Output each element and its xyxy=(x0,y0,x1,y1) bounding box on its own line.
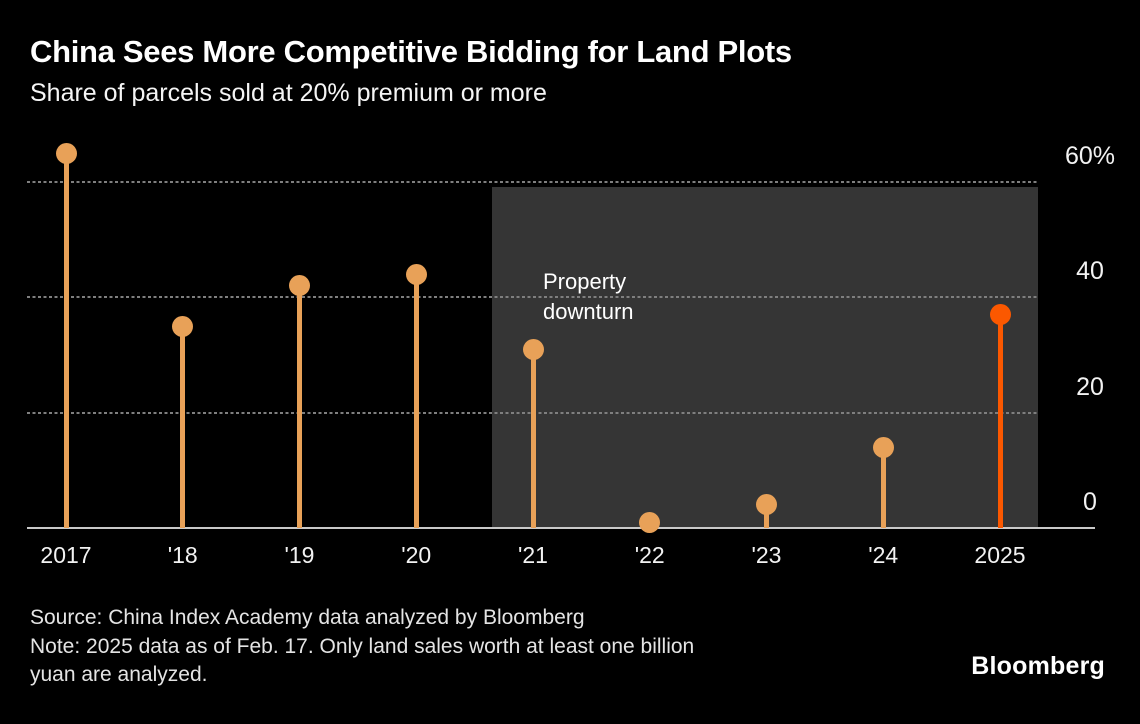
annotation-line-1: Property xyxy=(543,269,627,294)
x-axis-label-20: '20 xyxy=(401,542,432,568)
property-downturn-region xyxy=(492,187,1038,528)
lollipop-dot-2025 xyxy=(989,304,1011,326)
x-axis-label-24: '24 xyxy=(868,542,899,568)
lollipop-dot-18 xyxy=(172,315,194,337)
chart-title: China Sees More Competitive Bidding for … xyxy=(30,34,792,69)
y-axis-label-20: 20 xyxy=(1076,372,1104,401)
lollipop-dot-21 xyxy=(522,338,544,360)
annotation-line-2: downturn xyxy=(543,299,634,324)
gridline-60 xyxy=(27,181,1038,184)
footnotes: Source: China Index Academy data analyze… xyxy=(30,604,694,690)
x-axis-label-21: '21 xyxy=(518,542,548,568)
lollipop-dot-22 xyxy=(639,511,661,533)
lollipop-stem-20 xyxy=(413,274,419,528)
y-axis-label-0: 0 xyxy=(1083,488,1097,516)
lollipop-dot-19 xyxy=(289,275,310,297)
footnote-line-1: Note: 2025 data as of Feb. 17. Only land… xyxy=(30,634,695,658)
annotation-property-downturn: Property downturn xyxy=(543,267,634,327)
footnote-line-2: yuan are analyzed. xyxy=(30,663,208,686)
lollipop-stem-21 xyxy=(530,349,536,528)
lollipop-stem-18 xyxy=(180,326,186,528)
lollipop-stem-19 xyxy=(297,285,302,528)
y-axis-label-60: 60% xyxy=(1064,142,1116,171)
lollipop-dot-20 xyxy=(405,263,427,285)
x-axis-label-2017: 2017 xyxy=(40,542,92,568)
lollipop-stem-2017 xyxy=(63,153,69,528)
source-note: Source: China Index Academy data analyze… xyxy=(30,606,585,629)
gridline-40 xyxy=(27,296,1038,299)
x-axis-label-22: '22 xyxy=(634,542,665,568)
x-axis-label-19: '19 xyxy=(284,542,315,568)
lollipop-stem-23 xyxy=(764,504,769,528)
chart-subtitle: Share of parcels sold at 20% premium or … xyxy=(30,79,547,107)
zero-baseline xyxy=(27,527,1095,529)
lollipop-stem-24 xyxy=(880,447,886,528)
y-axis-label-40: 40 xyxy=(1076,257,1104,286)
lollipop-stem-2025 xyxy=(997,314,1003,528)
x-axis-label-2025: 2025 xyxy=(974,542,1026,568)
x-axis-label-18: '18 xyxy=(167,542,198,568)
lollipop-dot-24 xyxy=(872,436,894,458)
bloomberg-logo: Bloomberg xyxy=(971,652,1105,680)
lollipop-dot-2017 xyxy=(55,142,77,164)
lollipop-dot-23 xyxy=(756,494,777,516)
x-axis-label-23: '23 xyxy=(751,542,782,568)
